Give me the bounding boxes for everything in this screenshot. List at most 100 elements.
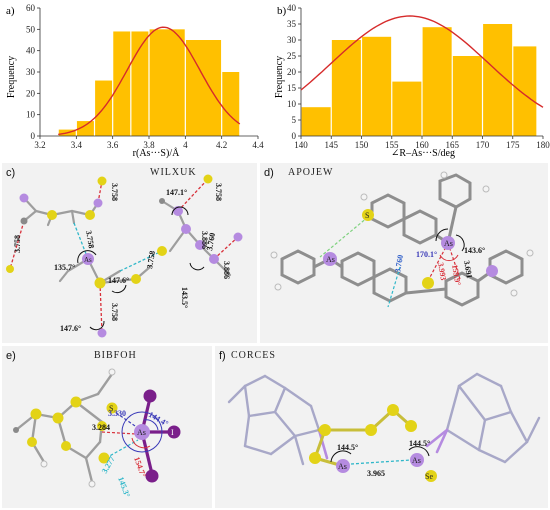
chartB-xtick-label: 145 — [325, 140, 339, 150]
molecule-corces: 144.5° 144.5° 3.965 As As Se — [227, 372, 541, 482]
chartB-ytick-label: 5 — [292, 115, 297, 125]
chart-a-bars — [58, 29, 240, 136]
chartA-xtick-label: 3.8 — [143, 140, 155, 150]
apojew-atom-s: S — [365, 211, 369, 220]
molecule-apojew: 170.1° 143.6° 159.9° 3.691 3.993 3.760 S… — [270, 171, 534, 308]
chart-a-xlabel: r(As···S)/Å — [133, 147, 180, 159]
bibfoh-angle-3: 145.3° — [116, 476, 132, 499]
chartA-xtick-label: 4.4 — [252, 140, 264, 150]
chartB-xtick-label: 155 — [385, 140, 399, 150]
structure-name-c: WILXUK — [150, 167, 197, 178]
structure-panel-e: e) BIBFOH — [2, 346, 212, 508]
wilxuk-atom-as: As — [84, 256, 92, 264]
panel-label-e: e) — [6, 350, 16, 362]
chartA-bar-4 — [131, 31, 149, 136]
bibfoh-atom-as: As — [137, 428, 146, 437]
structure-panel-f: f) CORCES — [215, 346, 548, 508]
bibfoh-angle-1: 144.4° — [147, 410, 170, 428]
wilxuk-distance-1: 3.758 — [110, 183, 119, 201]
bibfoh-angle-2: 154.7° — [132, 456, 148, 479]
chartA-bar-3 — [113, 31, 131, 136]
apojew-angle-1: 170.1° — [416, 250, 437, 259]
molecule-bibfoh: 3.330 3.284 3.277 144.4° 154.7° 145.3° S… — [13, 368, 181, 499]
histogram-chart-a: a) 3.2 3.4 3.6 3.8 4 4.2 4.4 0 10 20 30 40 50 60 r(As… — [6, 3, 264, 159]
chartB-xtick-label: 170 — [476, 140, 490, 150]
chartA-ytick-label: 30 — [26, 67, 36, 77]
panel-label-d: d) — [264, 167, 274, 179]
chartA-ytick-label: 20 — [26, 88, 36, 98]
wilxuk-angle-2: 147.6° — [108, 276, 129, 285]
chartA-xtick-label: 4 — [183, 140, 188, 150]
apojew-distance-2: 3.993 — [436, 262, 448, 281]
chartA-bar-5 — [149, 29, 185, 136]
chartB-bar-0 — [301, 107, 331, 136]
panel-label-c: c) — [6, 167, 16, 179]
wilxuk-distance-4: 3.758 — [110, 303, 119, 321]
corces-distance-1: 3.965 — [367, 469, 385, 478]
chartB-xtick-label: 150 — [355, 140, 369, 150]
wilxuk-angle-5: 143.5° — [180, 287, 189, 308]
chart-b-xlabel: ∠R–As···S/deg — [391, 148, 455, 159]
chartA-xtick-label: 3.4 — [71, 140, 83, 150]
chartA-ytick-label: 40 — [26, 46, 36, 56]
chartB-bar-7 — [513, 46, 537, 136]
bibfoh-atom-s: S — [109, 404, 113, 413]
chartA-xtick-label: 4.2 — [216, 140, 227, 150]
wilxuk-angle-3: 147.6° — [60, 324, 81, 333]
apojew-distance-3: 3.760 — [393, 254, 405, 273]
chartB-ytick-label: 20 — [287, 67, 297, 77]
chart-a-ylabel: Frequency — [6, 56, 17, 98]
structure-panel-d: d) APOJEW — [260, 163, 548, 343]
apojew-atom-as-2: As — [326, 255, 335, 264]
chartB-bar-3 — [392, 81, 422, 136]
chart-a-axes: 3.2 3.4 3.6 3.8 4 4.2 4.4 0 10 20 30 40 50 60 — [26, 3, 264, 150]
chartA-ytick-label: 0 — [31, 131, 36, 141]
chartA-xtick-label: 3.2 — [34, 140, 45, 150]
chart-b-bars — [301, 24, 537, 137]
wilxuk-angle-4: 147.1° — [166, 188, 187, 197]
wilxuk-distance-5: 3.758 — [145, 250, 157, 269]
wilxuk-distance-6: 3.758 — [214, 183, 223, 201]
apojew-atom-as-1: As — [444, 239, 453, 248]
structure-panel-c: c) WILXUK — [2, 163, 257, 343]
apojew-angle-3: 159.9° — [450, 264, 463, 286]
chartB-ytick-label: 10 — [287, 99, 297, 109]
chartB-xtick-label: 165 — [446, 140, 460, 150]
histogram-chart-b: b) 140 145 150 155 160 165 170 175 180 0 5 10 15 20 25… — [275, 3, 550, 159]
apojew-angle-2: 143.6° — [464, 246, 485, 255]
structure-name-d: APOJEW — [288, 167, 334, 178]
wilxuk-distance-2: 3.758 — [13, 235, 22, 253]
structure-name-f: CORCES — [231, 350, 276, 361]
chartB-xtick-label: 180 — [536, 140, 550, 150]
wilxuk-distance-9: 3.760 — [205, 232, 217, 251]
corces-atom-as-1: As — [338, 462, 347, 471]
chartB-xtick-label: 160 — [415, 140, 429, 150]
chart-b-axes: 140 145 150 155 160 165 170 175 180 0 5 10 15 20 25 30 3… — [287, 3, 550, 150]
chartA-bar-7 — [222, 72, 240, 136]
apojew-distance-1: 3.691 — [462, 260, 474, 279]
chartA-bar-1 — [76, 121, 94, 136]
chartB-ytick-label: 40 — [287, 3, 297, 13]
chartB-ytick-label: 35 — [287, 19, 297, 29]
corces-angle-1: 144.5° — [337, 443, 358, 452]
chart-b-fit-curve — [300, 15, 544, 108]
structure-name-e: BIBFOH — [94, 350, 137, 361]
panel-label-f: f) — [219, 350, 226, 362]
corces-atom-as-2: As — [412, 456, 421, 465]
wilxuk-distance-7: 3.886 — [200, 231, 209, 249]
chartB-ytick-label: 25 — [287, 51, 297, 61]
wilxuk-angle-1: 135.7° — [54, 263, 75, 272]
panel-label-a: a) — [6, 5, 15, 17]
chartB-bar-4 — [422, 27, 452, 137]
bibfoh-distance-2: 3.284 — [92, 423, 110, 432]
wilxuk-distance-3: 3.758 — [84, 230, 96, 249]
chartB-ytick-label: 15 — [287, 83, 297, 93]
chartB-bar-2 — [362, 36, 392, 136]
panel-label-b: b) — [277, 5, 287, 17]
chartA-ytick-label: 50 — [26, 24, 36, 34]
chartB-xtick-label: 140 — [294, 140, 308, 150]
chartB-xtick-label: 175 — [506, 140, 520, 150]
bibfoh-distance-1: 3.330 — [108, 409, 126, 418]
chartA-xtick-label: 3.6 — [107, 140, 119, 150]
corces-atom-se: Se — [425, 472, 433, 481]
